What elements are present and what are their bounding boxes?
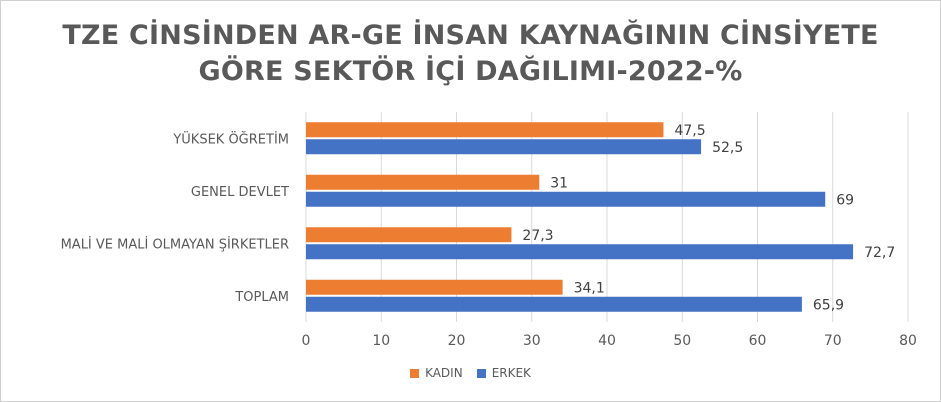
data-label: 27,3 [522,228,553,244]
chart-title-line-2: GÖRE SEKTÖR İÇİ DAĞILIMI-2022-% [198,56,743,87]
chart-title-line-1: TZE CİNSİNDEN AR-GE İNSAN KAYNAĞININ CİN… [62,20,879,51]
bar-erkek-3 [306,296,802,312]
category-label: GENEL DEVLET [191,185,289,200]
bar-erkek-2 [306,244,854,260]
x-tick-label: 40 [598,333,616,349]
category-label: YÜKSEK ÖĞRETİM [172,130,289,147]
x-tick-label: 50 [673,333,691,349]
bar-kadin-1 [306,174,540,190]
x-tick-label: 60 [749,333,767,349]
legend-item-kadin: KADIN [410,366,463,380]
x-tick-label: 80 [899,333,917,349]
data-label: 72,7 [864,245,895,261]
legend-label: KADIN [425,366,463,380]
x-tick-label: 30 [523,333,541,349]
category-label: MALİ VE MALİ OLMAYAN ŞİRKETLER [61,236,289,252]
data-label: 65,9 [813,297,844,313]
data-label: 34,1 [574,280,605,296]
x-tick-label: 10 [372,333,390,349]
legend-swatch [476,368,486,378]
bar-kadin-2 [306,227,512,243]
category-label: TOPLAM [234,290,289,305]
x-tick-label: 70 [824,333,842,349]
data-label: 69 [836,192,854,208]
bar-kadin-3 [306,279,563,295]
bar-erkek-0 [306,139,702,155]
data-label: 52,5 [712,140,743,156]
legend-label: ERKEK [491,366,531,380]
x-tick-label: 0 [302,333,311,349]
legend-item-erkek: ERKEK [476,366,531,380]
data-label: 47,5 [674,123,705,139]
x-tick-label: 20 [448,333,466,349]
bar-kadin-0 [306,122,664,138]
chart-legend: KADIN ERKEK [0,366,941,381]
legend-swatch [410,368,420,378]
bar-erkek-1 [306,191,826,207]
data-label: 31 [550,175,568,191]
